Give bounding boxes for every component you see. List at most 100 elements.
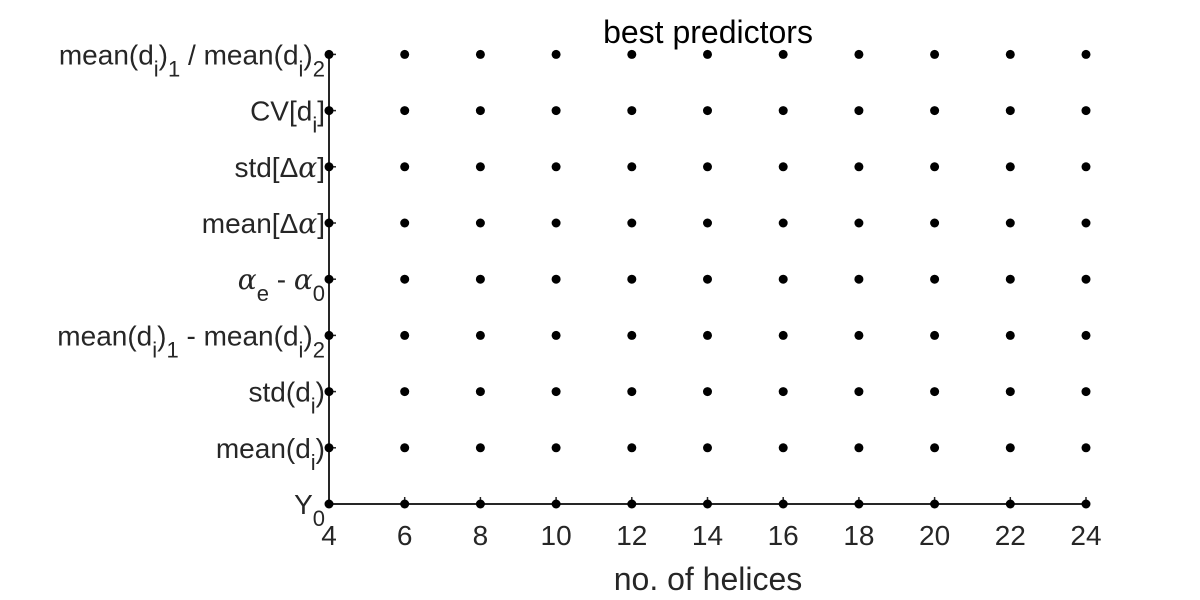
data-point: [400, 443, 410, 453]
x-tick-label: 20: [919, 520, 950, 551]
x-tick-label: 18: [843, 520, 874, 551]
data-point: [551, 443, 561, 453]
data-point: [324, 274, 334, 284]
data-point: [1081, 443, 1091, 453]
data-point: [475, 387, 485, 397]
data-point: [854, 443, 864, 453]
data-point: [551, 499, 561, 509]
data-point: [703, 330, 712, 340]
y-tick-label: CV[di]: [250, 96, 325, 138]
data-point: [475, 443, 485, 453]
data-point: [627, 274, 637, 284]
data-point: [1005, 49, 1015, 59]
data-point: [1005, 387, 1015, 397]
data-point: [475, 106, 485, 116]
x-tick-label: 10: [541, 520, 572, 551]
data-point: [703, 218, 712, 228]
data-point: [778, 499, 788, 509]
y-tick-label: αe - α0: [238, 263, 325, 306]
data-point: [854, 330, 864, 340]
data-point: [551, 274, 561, 284]
data-point: [627, 499, 637, 509]
data-point: [475, 218, 485, 228]
data-point: [324, 218, 334, 228]
data-point: [703, 499, 712, 509]
y-tick-label: std(di): [249, 377, 325, 419]
x-tick-label: 12: [616, 520, 647, 551]
data-point: [1005, 274, 1015, 284]
data-point: [1081, 330, 1091, 340]
data-point: [1081, 162, 1091, 172]
data-point: [324, 499, 334, 509]
y-tick-label: mean(di)1 - mean(di)2: [57, 320, 325, 362]
data-point: [778, 443, 788, 453]
data-point: [1081, 106, 1091, 116]
data-point: [1005, 106, 1015, 116]
data-point: [627, 218, 637, 228]
data-point: [324, 387, 334, 397]
data-point: [627, 330, 637, 340]
data-point: [400, 387, 410, 397]
x-tick-labels: 4 6 8 10 12 14 16 18 20 22 24: [321, 520, 1101, 551]
data-point: [778, 387, 788, 397]
data-point: [551, 49, 561, 59]
data-point: [854, 274, 864, 284]
data-point: [475, 330, 485, 340]
data-point: [324, 106, 334, 116]
data-point: [854, 218, 864, 228]
data-point: [930, 443, 940, 453]
x-tick-label: 6: [397, 520, 413, 551]
data-point: [930, 387, 940, 397]
data-point: [854, 106, 864, 116]
data-point: [475, 162, 485, 172]
data-point: [627, 49, 637, 59]
data-point: [1005, 499, 1015, 509]
y-tick-labels: Y0 mean(di) std(di) mean(di)1 - mean(di)2 αe…: [57, 39, 325, 531]
data-point: [930, 330, 940, 340]
data-point: [1081, 387, 1091, 397]
data-point: [930, 499, 940, 509]
y-tick-label: mean[Δα]: [202, 207, 325, 240]
y-tick-label: mean(di)1 / mean(di)2: [59, 39, 325, 81]
x-tick-label: 24: [1070, 520, 1101, 551]
data-point: [1005, 330, 1015, 340]
data-point: [551, 162, 561, 172]
data-point: [627, 106, 637, 116]
data-point: [627, 443, 637, 453]
data-point: [400, 218, 410, 228]
data-point: [627, 162, 637, 172]
data-point: [930, 106, 940, 116]
x-tick-label: 14: [692, 520, 723, 551]
data-point: [778, 218, 788, 228]
data-point: [400, 106, 410, 116]
data-points: [324, 49, 1091, 509]
data-point: [854, 49, 864, 59]
data-point: [324, 49, 334, 59]
data-point: [778, 106, 788, 116]
data-point: [854, 162, 864, 172]
data-point: [400, 49, 410, 59]
data-point: [703, 162, 712, 172]
data-point: [551, 330, 561, 340]
data-point: [400, 330, 410, 340]
data-point: [1005, 218, 1015, 228]
data-point: [551, 106, 561, 116]
data-point: [627, 387, 637, 397]
y-tick-label: Y0: [294, 489, 325, 531]
data-point: [1081, 499, 1091, 509]
data-point: [400, 274, 410, 284]
data-point: [400, 499, 410, 509]
data-point: [930, 49, 940, 59]
data-point: [854, 499, 864, 509]
x-tick-label: 22: [995, 520, 1026, 551]
data-point: [1081, 49, 1091, 59]
data-point: [854, 387, 864, 397]
data-point: [324, 330, 334, 340]
data-point: [778, 162, 788, 172]
data-point: [703, 387, 712, 397]
data-point: [400, 162, 410, 172]
data-point: [778, 330, 788, 340]
x-tick-label: 16: [768, 520, 799, 551]
